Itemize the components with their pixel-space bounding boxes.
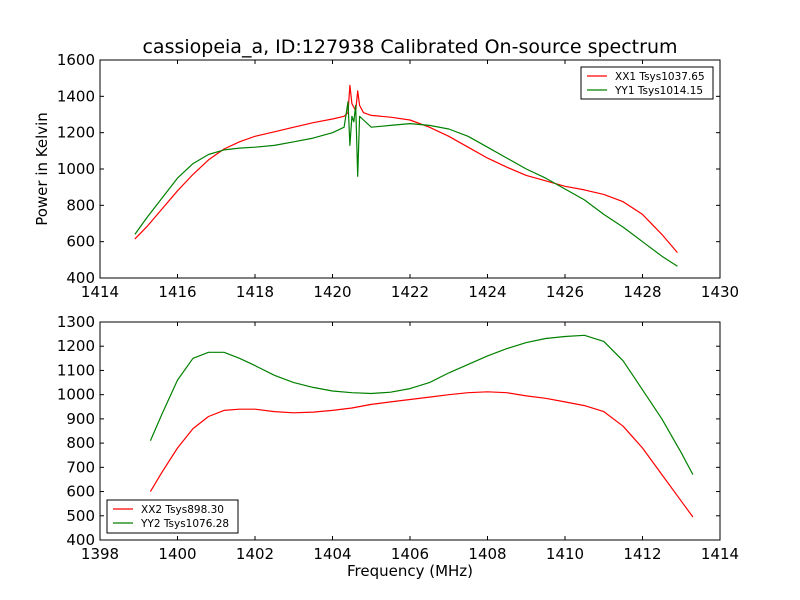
legend: XX2 Tsys898.30 YY2 Tsys1076.28	[106, 499, 239, 534]
x-axis-label: Frequency (MHz)	[347, 562, 473, 580]
y-tick-label: 700	[66, 458, 95, 476]
legend-box	[106, 499, 239, 534]
y-tick-label: 1300	[57, 313, 95, 331]
y-tick-label: 500	[66, 507, 95, 525]
x-tick-label: 1426	[546, 283, 584, 301]
x-tick-label: 1414	[81, 283, 119, 301]
y-axis-label: Power in Kelvin	[33, 112, 51, 226]
legend: XX1 Tsys1037.65 YY1 Tsys1014.15	[580, 66, 714, 100]
x-tick-label: 1410	[546, 545, 584, 563]
x-tick-label: 1406	[391, 545, 429, 563]
y-tick-label: 1200	[57, 124, 95, 142]
series-line-xx2	[149, 391, 694, 518]
legend-box	[580, 66, 714, 100]
x-tick-label: 1430	[701, 283, 739, 301]
x-tick-label: 1408	[468, 545, 506, 563]
y-tick-label: 400	[66, 531, 95, 549]
series-line-yy2	[149, 334, 694, 475]
series-line-xx1	[134, 84, 678, 253]
x-tick-label: 1428	[623, 283, 661, 301]
x-tick-label: 1412	[623, 545, 661, 563]
y-tick-label: 1600	[57, 51, 95, 69]
legend-label: YY2 Tsys1076.28	[140, 518, 229, 530]
y-tick-label: 400	[66, 269, 95, 287]
x-tick-label: 1398	[81, 545, 119, 563]
y-tick-label: 1000	[57, 160, 95, 178]
x-tick-label: 1424	[468, 283, 506, 301]
y-tick-label: 900	[66, 410, 95, 428]
bottom-panel: 1398 1400 1402 1404 1406 1408 1410 1412 1414 400 5…	[57, 313, 739, 580]
y-tick-label: 1100	[57, 361, 95, 379]
legend-label: XX2 Tsys898.30	[141, 504, 224, 516]
y-tick-label: 1400	[57, 87, 95, 105]
x-tick-label: 1422	[391, 283, 429, 301]
y-tick-label: 800	[66, 434, 95, 452]
top-panel: 1414 1416 1418 1420 1422 1424 1426 1428 1430 400 6…	[33, 51, 739, 301]
series-line-yy1	[134, 101, 678, 267]
x-tick-label: 1416	[158, 283, 196, 301]
y-tick-label: 600	[66, 233, 95, 251]
y-tick-label: 800	[66, 196, 95, 214]
y-tick-label: 1200	[57, 337, 95, 355]
x-tick-label: 1418	[236, 283, 274, 301]
x-tick-label: 1402	[236, 545, 274, 563]
x-tick-label: 1400	[158, 545, 196, 563]
y-tick-label: 600	[66, 483, 95, 501]
x-tick-label: 1420	[313, 283, 351, 301]
legend-label: YY1 Tsys1014.15	[614, 85, 703, 97]
chart-title: cassiopeia_a, ID:127938 Calibrated On-so…	[142, 36, 677, 58]
legend-label: XX1 Tsys1037.65	[615, 71, 705, 83]
x-tick-label: 1404	[313, 545, 351, 563]
y-tick-label: 1000	[57, 386, 95, 404]
x-tick-label: 1414	[701, 545, 739, 563]
